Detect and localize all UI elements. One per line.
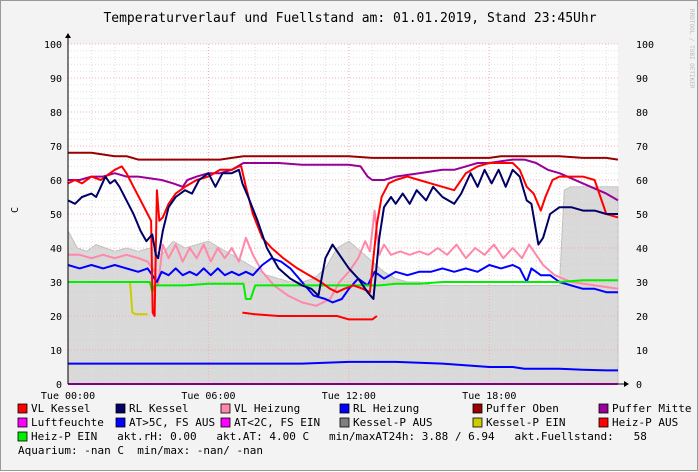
x-tick-label: Tue 00:00 [41,391,95,402]
rrdtool-credit: RRDTOOL / TOBI OETIKER [688,9,695,89]
legend-label: Puffer Mitte [612,402,691,415]
series-line-vl-kessel [67,162,619,317]
legend-label: Kessel-P EIN [486,416,565,429]
x-axis-ticks: Tue 00:00 Tue 06:00 Tue 12:00 Tue 18:00 [41,391,516,402]
y-tick-label-right: 20 [636,312,648,323]
axes [65,33,629,387]
chart-title: Temperaturverlauf und Fuellstand am: 01.… [103,11,596,26]
legend-swatch [17,403,28,414]
y-tick-label-left: 70 [50,142,62,153]
y-tick-label-left: 80 [50,108,62,119]
legend-swatch [598,417,609,428]
info-line-status: Heiz-P EIN akt.rH: 0.00 akt.AT: 4.00 C m… [31,430,647,443]
y-tick-label-right: 40 [636,244,648,255]
x-tick-label: Tue 06:00 [181,391,235,402]
series-line-rl-kessel [67,168,618,300]
y-tick-label-left: 10 [50,346,62,357]
x-axis-arrow [624,381,629,387]
y-tick-label-right: 70 [636,142,648,153]
legend-swatch [339,417,350,428]
y-axis-ticks: 0 0 10 10 20 20 30 30 40 40 50 50 60 60 70 70 80 80 90 90 10… [44,40,654,391]
legend-label: Luftfeuchte [31,416,104,429]
legend-swatch [17,417,28,428]
y-tick-label-left: 60 [50,176,62,187]
legend-label: RL Heizung [353,402,419,415]
legend-swatch [598,403,609,414]
x-tick-label: Tue 12:00 [322,391,376,402]
y-tick-label-left: 50 [50,210,62,221]
legend-swatch [472,403,483,414]
y-tick-label-right: 100 [636,40,654,51]
legend: VL Kessel RL Kessel VL Heizung RL Heizung Pu… [17,402,691,457]
y-tick-label-right: 30 [636,278,648,289]
legend-label: AT>5C, FS AUS [129,416,215,429]
y-tick-label-right: 0 [636,380,642,391]
x-tick-label: Tue 18:00 [462,391,516,402]
legend-label: Kessel-P AUS [353,416,432,429]
legend-label: Heiz-P AUS [612,416,678,429]
y-tick-label-left: 40 [50,244,62,255]
series-line-puffer-oben [68,151,619,161]
legend-label: RL Kessel [129,402,189,415]
y-tick-label-right: 90 [636,74,648,85]
y-axis-label: C [10,207,21,213]
y-tick-label-right: 50 [636,210,648,221]
legend-swatch-heiz-p-ein [17,431,28,442]
y-tick-label-left: 20 [50,312,62,323]
series-line-rl-heizung [67,257,618,304]
y-tick-label-left: 0 [56,380,62,391]
legend-label: Puffer Oben [486,402,559,415]
series-line-heiz-p-ein [68,279,618,300]
y-tick-label-left: 90 [50,74,62,85]
legend-swatch [220,403,231,414]
legend-label: VL Heizung [234,402,300,415]
legend-label: VL Kessel [31,402,91,415]
series-line-at-5c-fs-aus [68,360,618,372]
legend-swatch [472,417,483,428]
y-axis-arrow [65,33,71,38]
series-line-puffer-mitte [68,158,619,202]
y-tick-label-left: 30 [50,278,62,289]
y-tick-label-right: 60 [636,176,648,187]
legend-swatch [220,417,231,428]
info-line-aquarium: Aquarium: -nan C min/max: -nan/ -nan [18,444,263,457]
y-tick-label-right: 80 [636,108,648,119]
y-tick-label-right: 10 [636,346,648,357]
legend-label: AT<2C, FS EIN [234,416,320,429]
y-tick-label-left: 100 [44,40,62,51]
legend-swatch [339,403,350,414]
series-line-vl-kessel-low [242,311,378,321]
legend-swatch [115,403,126,414]
legend-swatch [115,417,126,428]
